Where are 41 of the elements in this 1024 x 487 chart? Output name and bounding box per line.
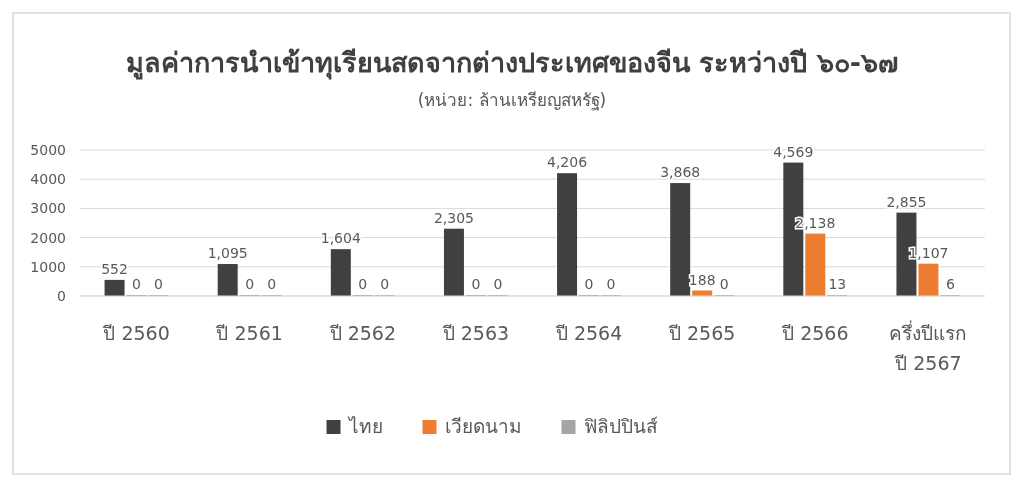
x-tick-label: ปี 2565 (667, 322, 736, 344)
y-tick-label: 5000 (30, 142, 66, 158)
y-tick-label: 1000 (30, 258, 66, 275)
y-tick-label: 2000 (30, 229, 66, 246)
data-label: 0 (493, 276, 503, 292)
y-tick-label: 0 (57, 288, 66, 304)
data-label: 0 (132, 276, 142, 292)
x-tick-label: ปี 2564 (554, 322, 623, 344)
x-tick-label: ปี 2566 (781, 322, 849, 344)
legend-label: ฟิลิปปินส์ (583, 415, 658, 437)
x-tick-label: ครึ่งปีแรก ปี 2567 (889, 320, 968, 374)
legend-label: เวียดนาม (444, 415, 522, 437)
x-tick-label: ปี 2560 (102, 322, 170, 344)
data-label: 13 (828, 276, 847, 292)
data-label: 0 (267, 276, 277, 292)
data-label: 4,206 (547, 154, 588, 171)
data-label: 0 (358, 276, 368, 292)
data-label: 1,095 (207, 245, 248, 262)
data-label: 0 (584, 276, 594, 292)
x-tick-label: ปี 2563 (441, 322, 510, 344)
chart-subtitle: (หน่วย: ล้านเหรียญสหรัฐ) (417, 90, 607, 111)
data-label: 2,855 (886, 193, 927, 210)
data-label: 0 (471, 276, 481, 292)
data-label: 4,569 (773, 143, 814, 160)
data-label: 0 (719, 276, 729, 292)
data-label: 0 (154, 276, 164, 292)
y-tick-label: 4000 (30, 171, 66, 188)
data-label: 0 (245, 276, 255, 292)
data-label: 1,604 (320, 230, 361, 247)
data-label: 2,305 (433, 209, 474, 226)
data-label: 0 (606, 276, 616, 292)
data-label: 3,868 (660, 164, 701, 181)
y-tick-label: 3000 (30, 200, 66, 217)
data-label: 188 (688, 271, 716, 288)
legend-label: ไทย (346, 415, 383, 437)
x-tick-label: ปี 2562 (328, 322, 397, 344)
data-label: 0 (380, 276, 390, 292)
chart-title: มูลค่าการนำเข้าทุเรียนสดจากต่างประเทศของจีน ระหว่างปี ๖๐-๖๗ (125, 47, 899, 80)
x-tick-label: ปี 2561 (215, 322, 283, 344)
data-label: 6 (945, 276, 955, 292)
data-label: 552 (101, 260, 128, 277)
